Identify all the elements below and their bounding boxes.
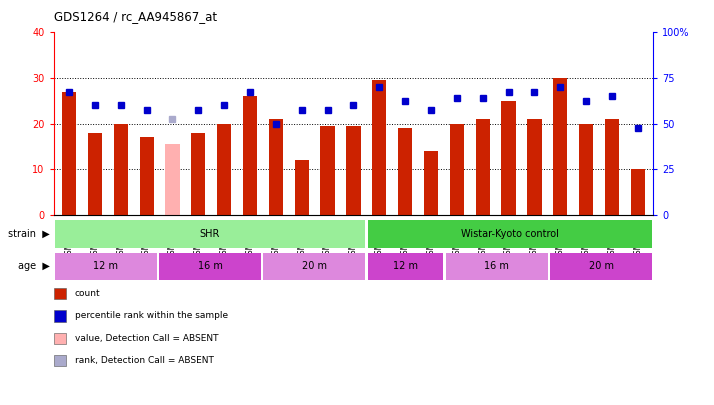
- Bar: [55, 253, 156, 280]
- Bar: [166, 144, 180, 215]
- Text: SHR: SHR: [200, 229, 220, 239]
- Text: 12 m: 12 m: [94, 261, 119, 271]
- Bar: [424, 151, 438, 215]
- Text: count: count: [75, 289, 101, 298]
- Bar: [62, 92, 76, 215]
- Bar: [268, 119, 283, 215]
- Bar: [579, 124, 593, 215]
- Bar: [55, 220, 365, 247]
- Bar: [372, 80, 386, 215]
- Bar: [605, 119, 619, 215]
- Bar: [159, 253, 261, 280]
- Bar: [243, 96, 257, 215]
- Bar: [501, 101, 516, 215]
- Bar: [139, 137, 154, 215]
- Bar: [191, 133, 206, 215]
- Bar: [217, 124, 231, 215]
- Text: value, Detection Call = ABSENT: value, Detection Call = ABSENT: [75, 334, 218, 343]
- Text: Wistar-Kyoto control: Wistar-Kyoto control: [461, 229, 559, 239]
- Bar: [527, 119, 541, 215]
- Bar: [88, 133, 102, 215]
- Text: percentile rank within the sample: percentile rank within the sample: [75, 311, 228, 320]
- Bar: [114, 124, 128, 215]
- Bar: [398, 128, 412, 215]
- Bar: [295, 160, 309, 215]
- Bar: [368, 220, 652, 247]
- Bar: [550, 253, 652, 280]
- Text: 20 m: 20 m: [588, 261, 613, 271]
- Bar: [476, 119, 490, 215]
- Bar: [321, 126, 335, 215]
- Text: 16 m: 16 m: [198, 261, 223, 271]
- Bar: [630, 169, 645, 215]
- Bar: [263, 253, 365, 280]
- Text: GDS1264 / rc_AA945867_at: GDS1264 / rc_AA945867_at: [54, 10, 216, 23]
- Text: age  ▶: age ▶: [18, 261, 50, 271]
- Text: 16 m: 16 m: [484, 261, 509, 271]
- Bar: [368, 253, 443, 280]
- Text: 12 m: 12 m: [393, 261, 418, 271]
- Bar: [446, 253, 548, 280]
- Text: 20 m: 20 m: [302, 261, 327, 271]
- Text: strain  ▶: strain ▶: [9, 229, 50, 239]
- Bar: [450, 124, 464, 215]
- Text: rank, Detection Call = ABSENT: rank, Detection Call = ABSENT: [75, 356, 214, 365]
- Bar: [346, 126, 361, 215]
- Bar: [553, 78, 568, 215]
